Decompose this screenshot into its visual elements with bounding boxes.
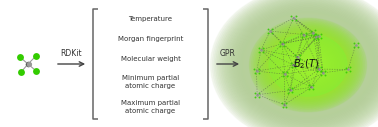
Ellipse shape bbox=[228, 1, 378, 127]
Ellipse shape bbox=[264, 30, 352, 100]
Ellipse shape bbox=[282, 44, 334, 86]
Ellipse shape bbox=[280, 43, 336, 87]
Text: GPR: GPR bbox=[220, 49, 236, 58]
Ellipse shape bbox=[300, 59, 316, 72]
Ellipse shape bbox=[292, 52, 324, 78]
Ellipse shape bbox=[235, 6, 378, 123]
Ellipse shape bbox=[266, 31, 350, 99]
Text: Molecular weight: Molecular weight bbox=[121, 56, 180, 62]
Ellipse shape bbox=[267, 33, 349, 98]
Ellipse shape bbox=[276, 39, 341, 91]
Ellipse shape bbox=[293, 53, 323, 77]
Ellipse shape bbox=[302, 60, 314, 70]
Ellipse shape bbox=[218, 0, 378, 127]
Ellipse shape bbox=[249, 18, 367, 112]
Ellipse shape bbox=[215, 0, 378, 127]
Text: RDKit: RDKit bbox=[60, 49, 82, 58]
Ellipse shape bbox=[212, 0, 378, 127]
Text: Maximum partial
atomic charge: Maximum partial atomic charge bbox=[121, 100, 180, 114]
Ellipse shape bbox=[259, 26, 357, 104]
Ellipse shape bbox=[227, 0, 378, 127]
Ellipse shape bbox=[238, 9, 378, 121]
Ellipse shape bbox=[232, 4, 378, 126]
Ellipse shape bbox=[284, 45, 332, 84]
Ellipse shape bbox=[253, 21, 363, 109]
Ellipse shape bbox=[256, 23, 360, 107]
Ellipse shape bbox=[214, 0, 378, 127]
Ellipse shape bbox=[240, 10, 376, 120]
Ellipse shape bbox=[245, 14, 371, 116]
Ellipse shape bbox=[297, 56, 319, 74]
Ellipse shape bbox=[225, 0, 378, 127]
Text: Minimum partial
atomic charge: Minimum partial atomic charge bbox=[122, 75, 179, 89]
Ellipse shape bbox=[271, 35, 345, 95]
Ellipse shape bbox=[237, 8, 378, 122]
Ellipse shape bbox=[277, 40, 339, 90]
Ellipse shape bbox=[307, 64, 310, 66]
Ellipse shape bbox=[279, 42, 337, 88]
Ellipse shape bbox=[295, 55, 321, 75]
Ellipse shape bbox=[223, 0, 378, 127]
Ellipse shape bbox=[230, 3, 378, 127]
Ellipse shape bbox=[211, 0, 378, 127]
Ellipse shape bbox=[269, 34, 347, 96]
Ellipse shape bbox=[217, 0, 378, 127]
Text: Morgan fingerprint: Morgan fingerprint bbox=[118, 36, 183, 42]
Ellipse shape bbox=[258, 25, 358, 105]
Ellipse shape bbox=[261, 27, 355, 103]
Ellipse shape bbox=[285, 47, 331, 83]
Ellipse shape bbox=[287, 48, 329, 82]
Ellipse shape bbox=[242, 12, 375, 118]
Ellipse shape bbox=[222, 0, 378, 127]
Ellipse shape bbox=[305, 62, 311, 68]
Ellipse shape bbox=[274, 38, 342, 92]
Ellipse shape bbox=[298, 57, 318, 73]
Ellipse shape bbox=[269, 34, 347, 96]
Ellipse shape bbox=[251, 20, 365, 110]
Ellipse shape bbox=[248, 17, 368, 113]
Ellipse shape bbox=[233, 5, 378, 125]
Text: Temperature: Temperature bbox=[129, 16, 172, 22]
Ellipse shape bbox=[272, 36, 344, 94]
Ellipse shape bbox=[262, 29, 353, 101]
Ellipse shape bbox=[246, 16, 370, 114]
Ellipse shape bbox=[254, 22, 362, 108]
Ellipse shape bbox=[288, 49, 327, 81]
Ellipse shape bbox=[220, 0, 378, 127]
Text: $\mathit{B_2}(\mathit{T})$: $\mathit{B_2}(\mathit{T})$ bbox=[293, 57, 319, 71]
Ellipse shape bbox=[243, 13, 373, 117]
Ellipse shape bbox=[303, 61, 313, 69]
Ellipse shape bbox=[290, 51, 326, 79]
